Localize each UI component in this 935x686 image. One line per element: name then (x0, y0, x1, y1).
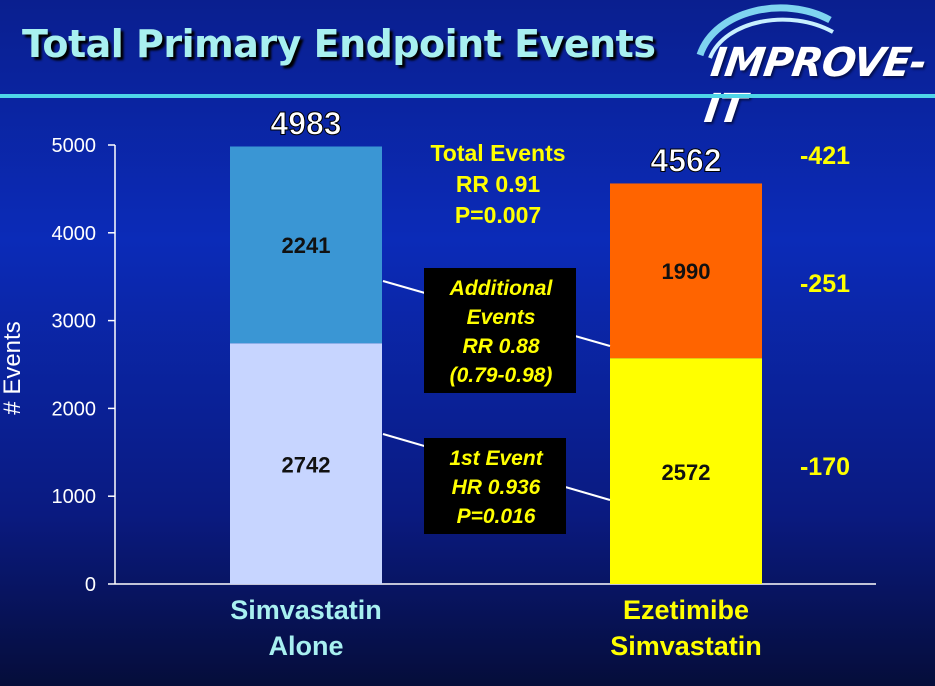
category-label: Alone (268, 631, 343, 661)
category-label: Simvastatin (230, 595, 382, 625)
bar-first-event (610, 358, 762, 584)
y-tick-label: 1000 (52, 486, 97, 508)
additional-events-box (424, 268, 576, 393)
additional-events-text: Events (467, 306, 536, 329)
first-event-box (424, 438, 566, 534)
additional-events-text: Additional (449, 277, 554, 300)
first-event-text: HR 0.936 (452, 476, 541, 499)
y-tick-label: 0 (85, 574, 96, 596)
additional-events-text: RR 0.88 (462, 335, 539, 358)
bar-total-label: 4983 (270, 105, 341, 141)
y-tick-label: 2000 (52, 398, 97, 420)
category-label: Ezetimibe (623, 595, 749, 625)
segment-label-recurrent: 2241 (282, 233, 331, 258)
segment-label-first: 2742 (282, 453, 331, 478)
first-event-text: 1st Event (449, 447, 543, 470)
y-axis-label: # Events (0, 321, 26, 414)
bar-total-label: 4562 (650, 142, 721, 178)
first-event-text: P=0.016 (457, 505, 536, 528)
y-tick-label: 3000 (52, 311, 97, 333)
title-divider (0, 94, 935, 98)
difference-label-first: -170 (800, 453, 850, 481)
bar-recurrent-events (230, 146, 382, 344)
difference-label-recurrent: -251 (800, 270, 850, 298)
bar-first-event (230, 343, 382, 584)
difference-label-total: -421 (800, 142, 850, 170)
y-tick-label: 5000 (52, 135, 97, 157)
bar-recurrent-events (610, 183, 762, 359)
slide-title: Total Primary Endpoint Events (22, 22, 656, 66)
total-events-annotation: P=0.007 (455, 202, 541, 228)
logo-swoosh-icon (696, 4, 834, 59)
y-tick-label: 4000 (52, 223, 97, 245)
category-label: Simvastatin (610, 631, 762, 661)
additional-events-text: (0.79-0.98) (450, 364, 553, 387)
total-events-annotation: RR 0.91 (456, 171, 541, 197)
segment-label-first: 2572 (662, 460, 711, 485)
total-events-annotation: Total Events (430, 140, 565, 166)
segment-label-recurrent: 1990 (662, 259, 711, 284)
